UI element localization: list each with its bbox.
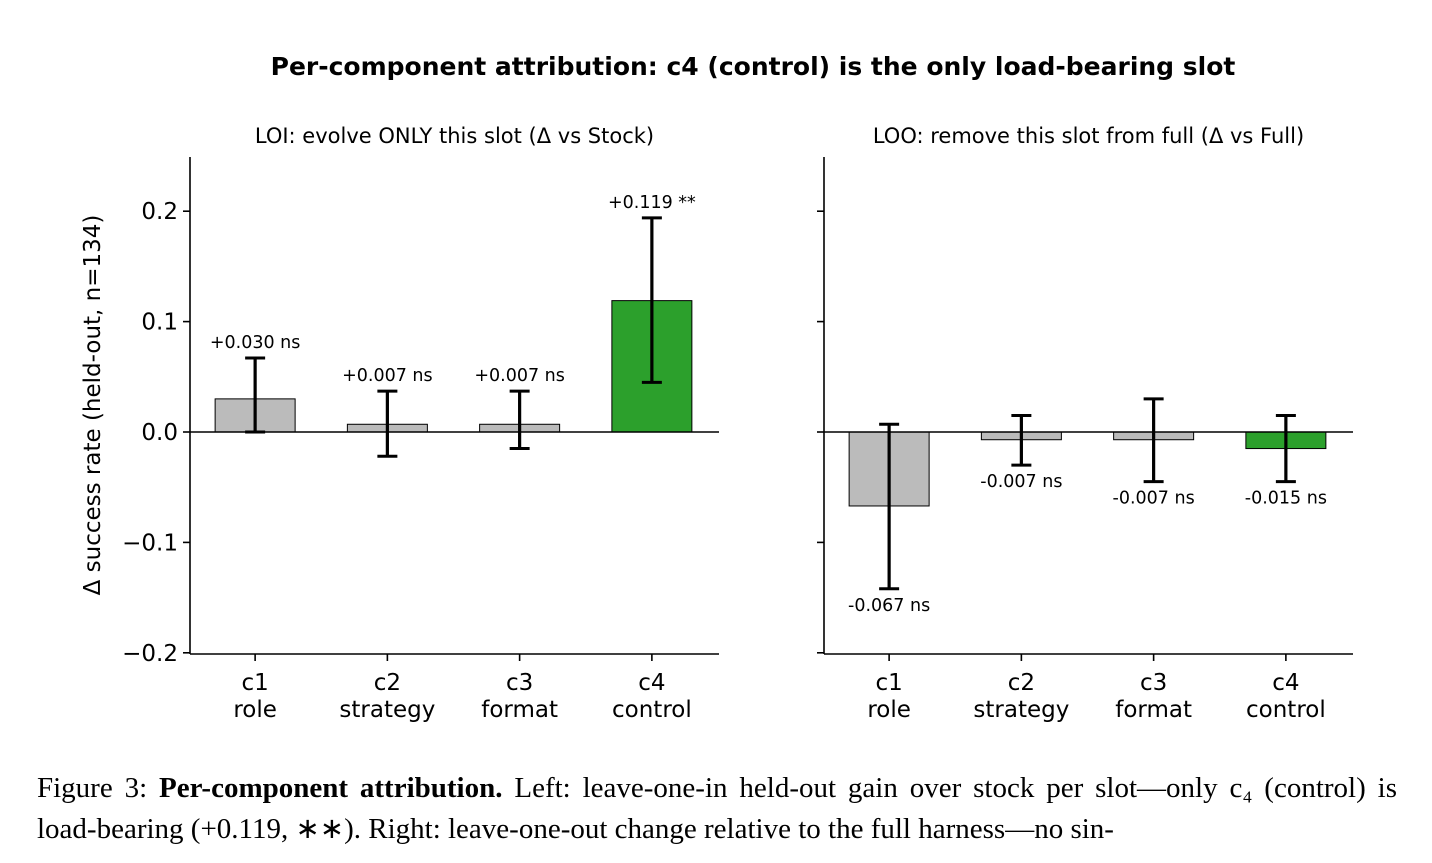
x-tick-sublabel: format bbox=[481, 697, 558, 723]
x-tick-sublabel: format bbox=[1115, 697, 1192, 723]
x-tick-sublabel: control bbox=[1246, 697, 1326, 723]
x-tick-label: c2 bbox=[1008, 670, 1035, 696]
x-tick-label: c2 bbox=[374, 670, 401, 696]
x-tick-sublabel: role bbox=[233, 697, 277, 723]
data-label-c4: -0.015 ns bbox=[1245, 489, 1327, 509]
data-label-c1: +0.030 ns bbox=[210, 333, 301, 353]
y-tick-label: −0.2 bbox=[122, 641, 178, 667]
panel-loo: LOO: remove this slot from full (Δ vs Fu… bbox=[817, 124, 1353, 723]
caption-bold: Per-component attribution. bbox=[159, 772, 503, 804]
x-tick-label: c1 bbox=[875, 670, 902, 696]
figure-canvas: Per-component attribution: c4 (control) … bbox=[80, 52, 1353, 723]
y-tick-label: −0.1 bbox=[122, 530, 178, 556]
y-tick-label: 0.0 bbox=[141, 420, 178, 446]
x-tick-label: c3 bbox=[1140, 670, 1167, 696]
figure-caption: Figure 3: Per-component attribution. Lef… bbox=[37, 768, 1397, 850]
y-axis-label: Δ success rate (held-out, n=134) bbox=[80, 215, 106, 596]
data-label-c4: +0.119 ** bbox=[608, 193, 696, 213]
x-tick-label: c4 bbox=[638, 670, 665, 696]
panel-loi: LOI: evolve ONLY this slot (Δ vs Stock) +… bbox=[122, 124, 719, 723]
data-label-c2: +0.007 ns bbox=[342, 366, 433, 386]
data-label-c2: -0.007 ns bbox=[980, 472, 1062, 492]
x-tick-sublabel: strategy bbox=[339, 697, 435, 723]
figure-suptitle: Per-component attribution: c4 (control) … bbox=[271, 52, 1236, 81]
x-tick-label: c1 bbox=[241, 670, 268, 696]
caption-prefix: Figure 3: bbox=[37, 772, 160, 804]
y-tick-label: 0.2 bbox=[141, 199, 178, 225]
caption-text: Left: leave-one-in held-out gain over st… bbox=[37, 772, 1397, 845]
panel-title: LOI: evolve ONLY this slot (Δ vs Stock) bbox=[255, 124, 654, 148]
x-tick-label: c4 bbox=[1272, 670, 1299, 696]
data-label-c3: +0.007 ns bbox=[474, 366, 565, 386]
x-tick-sublabel: strategy bbox=[973, 697, 1069, 723]
x-tick-sublabel: role bbox=[867, 697, 911, 723]
x-tick-label: c3 bbox=[506, 670, 533, 696]
y-tick-label: 0.1 bbox=[141, 310, 178, 336]
data-label-c1: -0.067 ns bbox=[848, 596, 930, 616]
panel-title: LOO: remove this slot from full (Δ vs Fu… bbox=[873, 124, 1304, 148]
data-label-c3: -0.007 ns bbox=[1113, 489, 1195, 509]
x-tick-sublabel: control bbox=[612, 697, 692, 723]
